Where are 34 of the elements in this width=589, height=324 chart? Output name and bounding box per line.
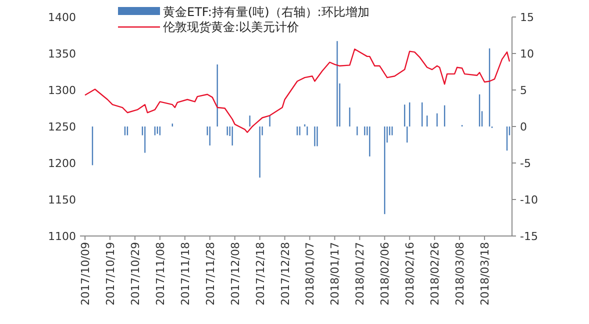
x-tick-label: 2018/02/06 (378, 242, 392, 306)
y-tick-label: 1350 (48, 48, 76, 60)
x-tick-label: 2017/12/08 (228, 242, 242, 306)
x-tick-label: 2018/01/07 (304, 242, 317, 306)
x-tick-label: 2017/12/18 (254, 242, 267, 306)
x-tick-label: 2018/03/08 (454, 242, 467, 306)
x-tick-label: 2018/01/17 (328, 242, 342, 306)
x-tick-label: 2017/11/28 (204, 242, 217, 306)
x-tick-label: 2017/10/09 (78, 242, 92, 306)
y2-tick-label: 10 (520, 48, 534, 60)
x-tick-label: 2017/11/08 (154, 242, 167, 306)
y2-tick-label: 5 (520, 84, 527, 97)
x-tick-label: 2017/10/29 (128, 242, 142, 306)
y2-tick-label: -5 (520, 157, 531, 170)
y2-tick-label: -15 (520, 230, 538, 243)
x-tick-label: 2018/02/16 (404, 242, 417, 306)
y-tick-label: 1250 (48, 120, 76, 134)
x-tick-label: 2017/10/19 (104, 242, 117, 306)
legend-label: 伦敦现货黄金:以美元计价 (163, 20, 300, 34)
x-tick-label: 2017/11/18 (178, 242, 192, 306)
legend-label: 黄金ETF:持有量(吨)（右轴）:环比增加 (163, 5, 370, 19)
y2-tick-label: -10 (520, 194, 538, 206)
line-series (84, 48, 510, 133)
x-tick-label: 2018/01/27 (354, 242, 367, 306)
y2-tick-label: 15 (520, 11, 534, 24)
y-tick-label: 1150 (48, 194, 76, 206)
y-tick-label: 1200 (48, 157, 76, 170)
x-tick-label: 2018/03/18 (478, 242, 492, 306)
y-tick-label: 1300 (48, 84, 76, 97)
y-tick-label: 1100 (48, 230, 76, 243)
y-tick-label: 1400 (48, 11, 76, 24)
y2-tick-label: 0 (520, 120, 527, 134)
x-tick-label: 2018/02/26 (428, 242, 442, 306)
x-tick-label: 2017/12/28 (278, 242, 292, 306)
